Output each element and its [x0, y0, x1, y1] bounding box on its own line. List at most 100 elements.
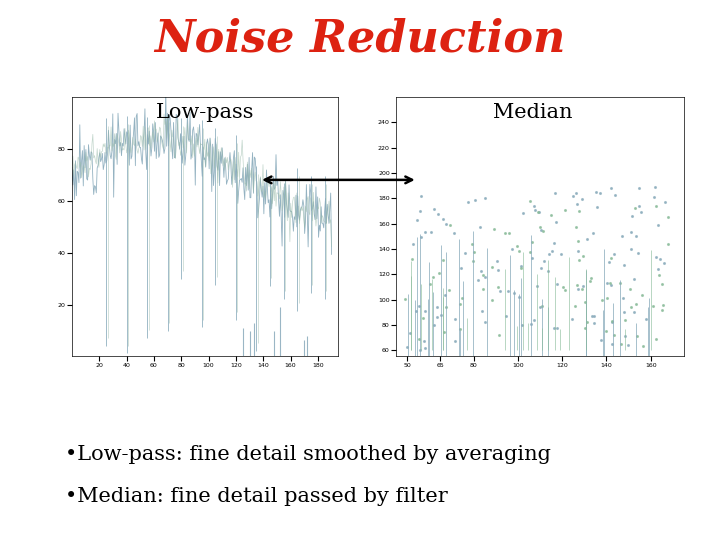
Point	[636, 208, 647, 217]
Point	[492, 266, 503, 275]
Point	[605, 280, 616, 289]
Point	[631, 332, 642, 340]
Point	[441, 303, 452, 312]
Point	[437, 255, 449, 264]
Point	[604, 279, 616, 287]
Point	[413, 334, 425, 343]
Point	[618, 308, 629, 316]
Point	[405, 328, 416, 337]
Point	[408, 240, 419, 248]
Point	[494, 287, 505, 295]
Point	[608, 249, 620, 258]
Point	[549, 188, 561, 197]
Point	[449, 315, 461, 324]
Point	[462, 198, 474, 207]
Point	[660, 198, 671, 206]
Point	[603, 258, 615, 266]
Point	[419, 343, 431, 352]
Point	[551, 323, 562, 332]
Point	[454, 325, 466, 333]
Point	[456, 264, 467, 273]
Point	[662, 240, 674, 248]
Point	[625, 227, 636, 236]
Point	[581, 318, 593, 326]
Point	[526, 320, 537, 328]
Point	[518, 209, 529, 218]
Point	[662, 212, 674, 221]
Point	[534, 302, 546, 311]
Point	[428, 205, 440, 213]
Point	[585, 274, 597, 282]
Point	[526, 238, 538, 247]
Point	[577, 282, 588, 291]
Point	[468, 247, 480, 256]
Point	[508, 289, 520, 298]
Point	[541, 267, 553, 275]
Point	[469, 195, 481, 204]
Text: •Median: fine detail passed by filter: •Median: fine detail passed by filter	[65, 487, 448, 505]
Point	[581, 234, 593, 243]
Point	[415, 192, 426, 200]
Point	[472, 276, 484, 285]
Point	[536, 226, 547, 235]
Point	[503, 228, 514, 237]
Point	[486, 262, 498, 271]
Point	[559, 286, 570, 294]
Text: Low-pass: Low-pass	[156, 104, 254, 123]
Point	[425, 228, 436, 237]
Point	[474, 222, 486, 231]
Point	[651, 201, 662, 210]
Point	[437, 215, 449, 224]
Point	[467, 239, 478, 248]
Point	[637, 341, 649, 350]
Point	[572, 285, 584, 294]
Point	[572, 247, 584, 256]
Point	[573, 255, 585, 264]
Point	[424, 279, 436, 288]
Point	[606, 317, 618, 326]
Point	[629, 275, 640, 284]
Point	[585, 277, 596, 286]
Point	[590, 188, 602, 197]
Point	[588, 319, 599, 327]
Point	[491, 257, 503, 266]
Point	[511, 241, 523, 250]
Point	[595, 335, 606, 344]
Point	[633, 184, 644, 192]
Point	[502, 287, 513, 295]
Point	[528, 201, 539, 210]
Point	[419, 307, 431, 315]
Point	[616, 340, 627, 349]
FancyArrowPatch shape	[265, 177, 412, 183]
Point	[619, 316, 631, 325]
Text: Noise Reduction: Noise Reduction	[154, 18, 566, 60]
Point	[630, 232, 642, 240]
Point	[567, 192, 579, 201]
Point	[433, 210, 444, 218]
Point	[606, 318, 618, 327]
Point	[567, 315, 578, 323]
Point	[477, 271, 489, 279]
Point	[654, 254, 665, 263]
Point	[576, 285, 588, 293]
Point	[415, 233, 426, 241]
Point	[431, 313, 443, 322]
Point	[600, 327, 611, 335]
Point	[418, 314, 429, 322]
Point	[435, 310, 446, 319]
Point	[592, 202, 603, 211]
Point	[534, 223, 546, 232]
Point	[588, 312, 600, 320]
Point	[620, 332, 631, 341]
Point	[533, 208, 544, 217]
Point	[570, 222, 582, 231]
Point	[460, 249, 472, 258]
Point	[477, 285, 489, 294]
Point	[428, 272, 439, 281]
Point	[507, 245, 518, 253]
Point	[486, 295, 498, 304]
Point	[493, 331, 505, 340]
Point	[579, 298, 590, 306]
Point	[652, 265, 664, 273]
Point	[657, 301, 669, 309]
